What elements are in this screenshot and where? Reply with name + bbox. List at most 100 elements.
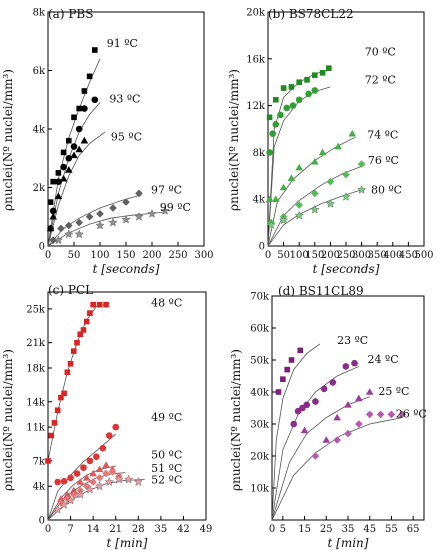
y-tick-label: 20k — [250, 452, 270, 463]
x-tick-label: 100 — [90, 250, 109, 261]
y-tick-label: 10k — [250, 484, 270, 495]
data-point — [69, 486, 78, 494]
series-label: 49 ºC — [151, 411, 182, 424]
data-point — [75, 218, 83, 227]
series-label: 97 ºC — [151, 183, 182, 196]
data-point — [60, 477, 68, 485]
data-point — [272, 121, 280, 128]
y-tick-label: 40k — [250, 388, 270, 399]
x-tick-label: 28 — [132, 524, 145, 535]
x-tick-label: 55 — [385, 524, 398, 535]
series-label: 26 ºC — [396, 408, 427, 421]
series-c-0 — [45, 301, 110, 464]
series-a-4 — [47, 206, 170, 247]
x-tick-label: 450 — [399, 250, 418, 261]
y-tick-label: 6k — [33, 66, 46, 77]
series-d-3 — [271, 410, 407, 521]
data-point — [47, 199, 54, 205]
data-point — [95, 481, 105, 491]
data-point — [135, 189, 143, 198]
data-point — [300, 426, 309, 434]
y-tick-label: 50k — [250, 356, 270, 367]
x-tick-label: 200 — [142, 250, 161, 261]
series-label: 48 ºC — [151, 296, 182, 309]
data-point — [279, 183, 288, 191]
data-point — [96, 210, 104, 218]
data-point — [284, 366, 290, 373]
series-b-2 — [265, 129, 357, 247]
data-point — [89, 469, 97, 477]
data-point — [294, 210, 304, 220]
data-point — [133, 477, 143, 486]
x-tick-label: 50 — [277, 250, 290, 261]
data-point — [49, 236, 57, 244]
y-tick-label: 21k — [26, 338, 46, 349]
series-label: 76 ºC — [368, 154, 399, 167]
data-point — [83, 318, 90, 325]
fit-line — [47, 433, 116, 521]
series-label: 74 ºC — [367, 128, 398, 141]
data-point — [311, 189, 319, 198]
data-point — [124, 474, 134, 484]
series-b-0 — [266, 65, 332, 247]
fit-line — [271, 343, 321, 521]
x-tick-label: 5 — [280, 524, 286, 535]
x-tick-label: 14 — [87, 524, 100, 535]
data-point — [108, 468, 117, 476]
panel-label: (a) PBS — [48, 7, 93, 21]
data-point — [266, 114, 273, 121]
data-point — [310, 204, 320, 214]
y-tick-label: 14k — [26, 397, 46, 408]
x-axis-label: t [min] — [328, 536, 369, 550]
y-tick-label: 12k — [246, 101, 266, 112]
data-point — [311, 157, 319, 165]
series-label: 50 ºC — [151, 448, 182, 461]
y-tick-label: 4k — [253, 195, 266, 206]
x-axis-label: t [seconds] — [93, 262, 160, 276]
y-tick-label: 70k — [250, 292, 270, 303]
data-point — [112, 423, 120, 431]
data-point — [103, 301, 109, 308]
x-tick-label: 400 — [383, 250, 402, 261]
data-point — [54, 192, 63, 200]
series-d-2 — [271, 388, 374, 521]
series-label: 70 ºC — [365, 45, 396, 58]
data-point — [355, 420, 363, 428]
fit-line — [271, 396, 370, 521]
data-point — [73, 470, 81, 477]
series-label: 93 ºC — [109, 93, 140, 106]
plot-frame — [47, 291, 207, 521]
x-axis-label: t [min] — [107, 536, 148, 550]
x-tick-label: 25 — [320, 524, 333, 535]
x-tick-label: 35 — [342, 524, 355, 535]
x-tick-label: 300 — [352, 250, 371, 261]
x-tick-label: 0 — [45, 524, 51, 535]
data-point — [311, 452, 320, 460]
data-point — [74, 229, 84, 239]
data-point — [334, 142, 342, 150]
data-point — [49, 207, 57, 215]
data-point — [376, 410, 385, 419]
data-point — [89, 478, 97, 486]
x-tick-label: 45 — [363, 524, 376, 535]
data-point — [387, 410, 396, 419]
data-point — [53, 235, 63, 245]
data-point — [45, 458, 51, 464]
x-tick-label: 250 — [168, 250, 187, 261]
chart-panel-a: 0 50 100 150 200 250 300 0 2k 4k 6k 8k (a) PBS t [sec… — [1, 7, 214, 276]
data-point — [297, 347, 304, 354]
y-tick-label: 8k — [253, 148, 266, 159]
data-point — [55, 170, 62, 176]
data-point — [90, 301, 96, 308]
panel-label: (c) PCL — [48, 283, 93, 297]
data-point — [57, 224, 65, 233]
data-point — [121, 214, 131, 224]
data-point — [82, 473, 91, 481]
data-point — [81, 105, 88, 112]
x-tick-label: 300 — [194, 250, 213, 261]
fit-line — [271, 417, 403, 521]
data-point — [279, 215, 289, 225]
y-tick-label: 20k — [246, 8, 266, 19]
data-point — [99, 444, 107, 452]
